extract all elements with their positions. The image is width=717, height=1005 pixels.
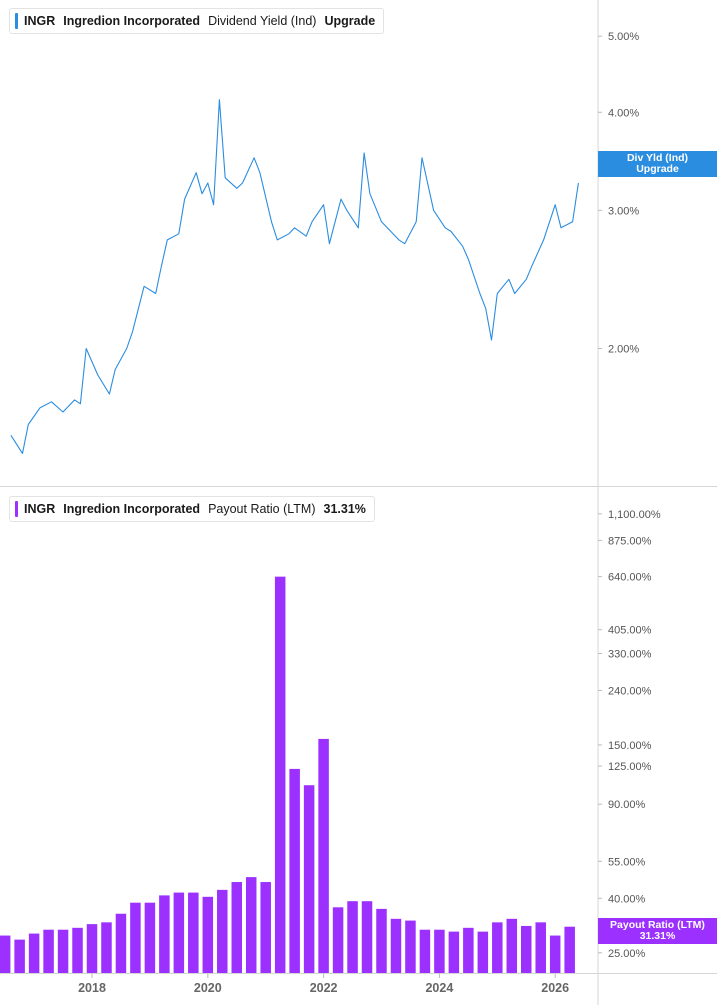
- x-tick-label: 2020: [194, 981, 222, 995]
- legend-ticker: INGR: [24, 502, 56, 516]
- payout-bar: [434, 929, 445, 973]
- tag-label: Div Yld (Ind): [626, 152, 689, 164]
- y-tick-label: 150.00%: [608, 740, 652, 752]
- payout-bar: [245, 877, 257, 973]
- y-tick-label: 330.00%: [608, 648, 652, 660]
- payout-bar: [303, 785, 315, 973]
- payout-bar: [101, 922, 112, 973]
- payout-bar: [43, 929, 54, 973]
- payout-bar: [188, 892, 199, 973]
- payout-bar: [86, 924, 98, 973]
- payout-bar: [159, 895, 170, 973]
- payout-bar: [535, 922, 546, 973]
- y-tick-label: 5.00%: [608, 31, 639, 43]
- payout-bar: [115, 913, 127, 973]
- legend-value: 31.31%: [323, 502, 366, 516]
- dividend-yield-price-tag: Div Yld (Ind) Upgrade: [598, 151, 717, 177]
- y-tick-label: 40.00%: [608, 893, 646, 905]
- payout-bar: [506, 918, 518, 973]
- legend-metric: Payout Ratio (LTM): [208, 502, 316, 516]
- y-tick-label: 640.00%: [608, 572, 652, 584]
- y-tick-label: 90.00%: [608, 799, 646, 811]
- payout-bar: [173, 892, 185, 973]
- payout-bar: [57, 929, 69, 973]
- dividend-yield-line: [10, 99, 579, 454]
- y-tick-label: 125.00%: [608, 761, 652, 773]
- payout-bar: [419, 929, 431, 973]
- x-tick-label: 2026: [541, 981, 569, 995]
- payout-bar: [130, 902, 141, 973]
- payout-ratio-legend[interactable]: INGR Ingredion Incorporated Payout Ratio…: [9, 496, 375, 522]
- y-tick-label: 25.00%: [608, 948, 646, 960]
- y-tick-label: 405.00%: [608, 625, 652, 637]
- dividend-yield-chart: 5.00% 4.00% 3.00% 2.00%: [0, 0, 717, 487]
- legend-value[interactable]: Upgrade: [324, 14, 376, 28]
- payout-bar: [376, 908, 387, 973]
- payout-bar: [318, 738, 329, 973]
- payout-ratio-swatch: [15, 501, 18, 517]
- legend-company: Ingredion Incorporated: [63, 14, 201, 28]
- payout-bar: [390, 918, 402, 973]
- payout-ratio-bars: [0, 576, 575, 973]
- y-tick-label: 1,100.00%: [608, 509, 661, 521]
- payout-bar: [260, 882, 271, 973]
- payout-bar: [549, 935, 561, 973]
- payout-bar: [405, 920, 416, 973]
- time-axis: 2018 2020 2022 2024 2026: [78, 973, 569, 995]
- payout-bar: [361, 901, 373, 973]
- payout-bar: [28, 933, 40, 973]
- payout-bar: [14, 939, 25, 973]
- payout-ratio-chart: 1,100.00% 875.00% 640.00% 405.00% 330.00% 240…: [0, 487, 717, 1005]
- dividend-yield-swatch: [15, 13, 18, 29]
- payout-bar: [217, 889, 228, 973]
- payout-bar: [202, 896, 214, 973]
- legend-metric: Dividend Yield (Ind): [208, 14, 317, 28]
- payout-bar: [492, 922, 503, 973]
- payout-bar: [463, 927, 474, 973]
- payout-bar: [231, 882, 242, 973]
- y-tick-label: 240.00%: [608, 685, 652, 697]
- payout-bar: [521, 925, 532, 973]
- tag-value: Upgrade: [636, 163, 679, 175]
- x-tick-label: 2022: [310, 981, 338, 995]
- y-tick-label: 55.00%: [608, 856, 646, 868]
- x-tick-label: 2018: [78, 981, 106, 995]
- dividend-yield-axis: 5.00% 4.00% 3.00% 2.00%: [0, 0, 717, 487]
- payout-ratio-price-tag: Payout Ratio (LTM) 31.31%: [598, 918, 717, 944]
- payout-bar: [274, 576, 286, 973]
- payout-bar: [0, 935, 11, 973]
- payout-bar: [332, 907, 344, 973]
- payout-bar: [564, 926, 575, 973]
- y-tick-label: 2.00%: [608, 343, 639, 355]
- y-tick-label: 875.00%: [608, 535, 652, 547]
- payout-ratio-axis: 1,100.00% 875.00% 640.00% 405.00% 330.00% 240…: [0, 487, 717, 1005]
- payout-bar: [448, 931, 460, 973]
- payout-bar: [144, 902, 156, 973]
- x-tick-label: 2024: [425, 981, 453, 995]
- payout-bar: [72, 927, 83, 973]
- dividend-yield-legend[interactable]: INGR Ingredion Incorporated Dividend Yie…: [9, 8, 385, 34]
- payout-bar: [289, 768, 300, 973]
- legend-ticker: INGR: [24, 14, 56, 28]
- tag-label: Payout Ratio (LTM): [610, 919, 705, 931]
- legend-company: Ingredion Incorporated: [63, 502, 201, 516]
- payout-bar: [347, 901, 358, 973]
- payout-bar: [477, 931, 489, 973]
- y-tick-label: 3.00%: [608, 205, 639, 217]
- y-tick-label: 4.00%: [608, 107, 639, 119]
- tag-value: 31.31%: [639, 930, 676, 942]
